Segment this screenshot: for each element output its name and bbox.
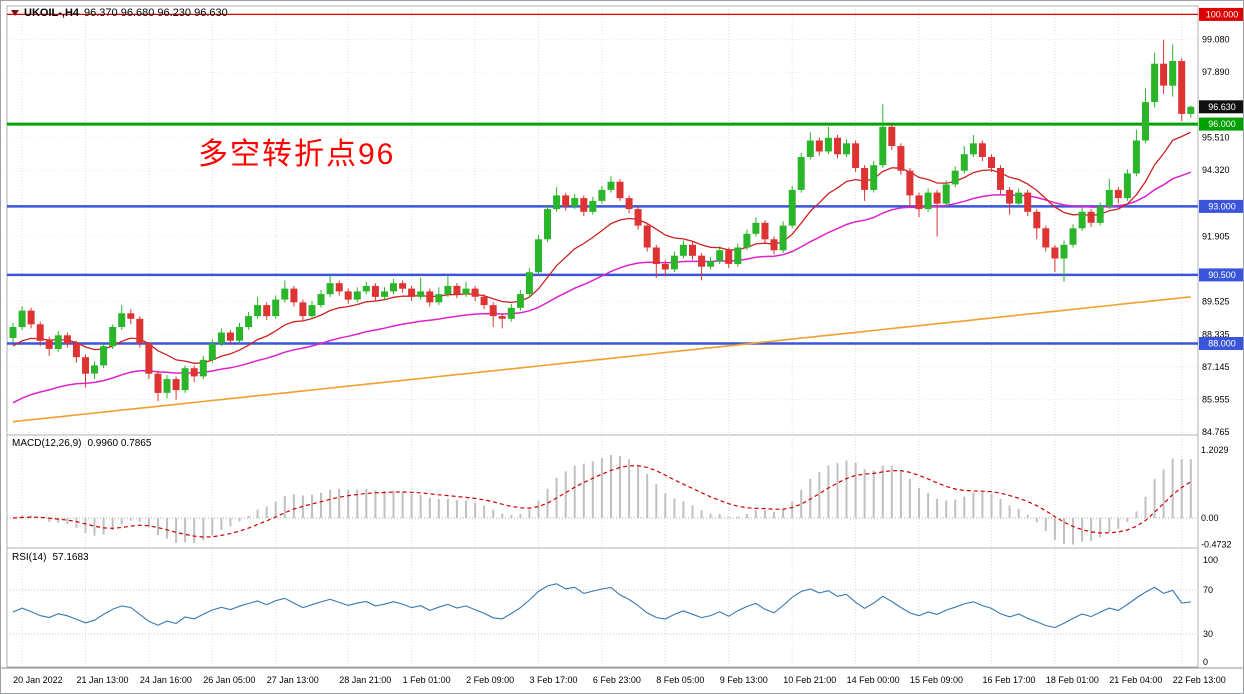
svg-text:97.890: 97.890 <box>1202 67 1230 77</box>
rsi-indicator-name: RSI(14) <box>12 552 47 563</box>
svg-text:96.000: 96.000 <box>1208 119 1236 129</box>
svg-text:1.2029: 1.2029 <box>1201 445 1229 455</box>
svg-text:10 Feb 21:00: 10 Feb 21:00 <box>783 675 836 685</box>
rsi-scale[interactable]: 100 70 30 0 <box>1203 555 1218 667</box>
svg-text:88.335: 88.335 <box>1202 329 1230 339</box>
svg-text:20 Jan 2022: 20 Jan 2022 <box>13 675 63 685</box>
price-scale[interactable]: 99.080 97.890 95.510 94.320 91.905 89.525 88.3… <box>1199 7 1244 437</box>
svg-text:99.080: 99.080 <box>1202 35 1230 45</box>
svg-text:70: 70 <box>1203 585 1213 595</box>
rsi-indicator-value: 57.1683 <box>52 552 89 563</box>
svg-text:95.510: 95.510 <box>1202 133 1230 143</box>
svg-text:27 Jan 13:00: 27 Jan 13:00 <box>267 675 319 685</box>
svg-text:26 Jan 05:00: 26 Jan 05:00 <box>203 675 255 685</box>
symbol-timeframe-label: UKOIL-,H4 <box>24 7 79 19</box>
macd-panel-label: MACD(12,26,9) 0.9960 0.7865 <box>12 438 151 449</box>
svg-text:94.320: 94.320 <box>1202 165 1230 175</box>
macd-indicator-values: 0.9960 0.7865 <box>87 438 152 449</box>
svg-text:100: 100 <box>1203 555 1218 565</box>
rsi-line <box>12 583 1191 629</box>
svg-text:3 Feb 17:00: 3 Feb 17:00 <box>530 675 578 685</box>
svg-text:87.145: 87.145 <box>1202 362 1230 372</box>
svg-text:0: 0 <box>1203 657 1208 667</box>
svg-text:93.000: 93.000 <box>1208 201 1236 211</box>
macd-indicator-name: MACD(12,26,9) <box>12 438 82 449</box>
svg-text:30: 30 <box>1203 629 1213 639</box>
panel-frames <box>6 5 1199 668</box>
macd-signal-line <box>12 465 1192 538</box>
svg-text:85.955: 85.955 <box>1202 395 1230 405</box>
svg-text:0.00: 0.00 <box>1201 513 1219 523</box>
svg-text:14 Feb 00:00: 14 Feb 00:00 <box>847 675 900 685</box>
triangle-marker-icon <box>11 10 19 16</box>
svg-text:2 Feb 09:00: 2 Feb 09:00 <box>466 675 514 685</box>
svg-text:24 Jan 16:00: 24 Jan 16:00 <box>140 675 192 685</box>
svg-text:28 Jan 21:00: 28 Jan 21:00 <box>339 675 391 685</box>
rsi-panel-label: RSI(14) 57.1683 <box>12 552 89 563</box>
svg-text:15 Feb 09:00: 15 Feb 09:00 <box>910 675 963 685</box>
svg-text:89.525: 89.525 <box>1202 297 1230 307</box>
svg-text:8 Feb 05:00: 8 Feb 05:00 <box>656 675 704 685</box>
svg-text:21 Jan 13:00: 21 Jan 13:00 <box>77 675 129 685</box>
svg-text:84.765: 84.765 <box>1202 427 1230 437</box>
svg-text:88.000: 88.000 <box>1208 339 1236 349</box>
svg-text:21 Feb 04:00: 21 Feb 04:00 <box>1109 675 1162 685</box>
rsi-levels <box>7 589 1198 635</box>
svg-text:96.630: 96.630 <box>1208 102 1236 112</box>
ohlc-readout: 96.370 96.680 96.230 96.630 <box>84 7 228 19</box>
chart-title: UKOIL-,H4 96.370 96.680 96.230 96.630 <box>11 7 228 19</box>
svg-text:1 Feb 01:00: 1 Feb 01:00 <box>403 675 451 685</box>
svg-text:18 Feb 01:00: 18 Feb 01:00 <box>1046 675 1099 685</box>
svg-text:9 Feb 13:00: 9 Feb 13:00 <box>720 675 768 685</box>
candles-layer[interactable] <box>9 39 1195 402</box>
moving-averages-layer <box>12 131 1192 423</box>
macd-scale[interactable]: 1.2029 0.00 -0.4732 <box>1201 445 1232 550</box>
svg-text:22 Feb 13:00: 22 Feb 13:00 <box>1173 675 1226 685</box>
svg-text:100.000: 100.000 <box>1206 9 1239 19</box>
svg-text:91.905: 91.905 <box>1202 231 1230 241</box>
svg-text:-0.4732: -0.4732 <box>1201 540 1232 550</box>
svg-text:90.500: 90.500 <box>1208 270 1236 280</box>
macd-histogram <box>7 455 1198 545</box>
time-scale[interactable]: 20 Jan 2022 21 Jan 13:00 24 Jan 16:00 26 Ja… <box>1 667 1244 685</box>
svg-text:16 Feb 17:00: 16 Feb 17:00 <box>983 675 1036 685</box>
svg-text:6 Feb 23:00: 6 Feb 23:00 <box>593 675 641 685</box>
annotation-text: 多空转折点96 <box>198 138 396 171</box>
